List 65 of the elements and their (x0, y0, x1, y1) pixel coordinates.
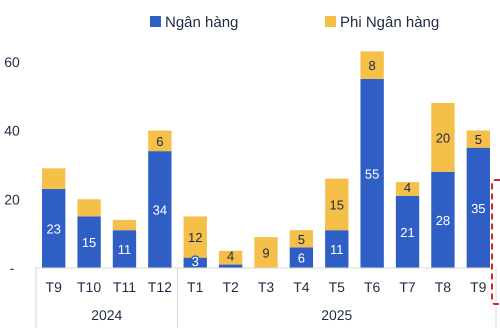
x-tick-label: T8 (434, 279, 452, 295)
y-tick-label: - (10, 260, 15, 276)
bar (360, 78, 384, 268)
data-label: 15 (330, 197, 344, 212)
data-label: 35 (471, 200, 486, 216)
y-tick-label: 20 (4, 191, 20, 208)
bar (112, 230, 136, 268)
bar (218, 250, 242, 265)
bar (290, 247, 314, 268)
x-tick-label: T7 (399, 279, 416, 295)
data-label: 21 (400, 224, 415, 240)
bar (42, 188, 66, 268)
bar (184, 216, 207, 258)
x-tick-label: T6 (364, 279, 381, 295)
x-tick-label: T11 (112, 279, 136, 295)
bar (396, 182, 420, 196)
data-label: 5 (474, 132, 482, 148)
data-label: 12 (188, 230, 202, 246)
y-tick-label: 60 (4, 54, 20, 70)
bar (254, 237, 278, 268)
y-tick-label: 40 (4, 122, 20, 138)
bar (290, 230, 314, 248)
data-label: 6 (298, 250, 305, 266)
bar (42, 168, 66, 189)
bar (360, 51, 384, 79)
bar (431, 172, 455, 268)
data-label: 28 (436, 212, 450, 228)
bar (148, 151, 172, 268)
x-tick-label: T9 (470, 279, 487, 295)
x-tick-label: T2 (222, 279, 239, 295)
data-label: 4 (227, 248, 234, 264)
data-label: 4 (404, 180, 412, 195)
x-tick-label: T9 (46, 279, 62, 295)
x-tick-label: T10 (77, 279, 102, 295)
data-label: 5 (298, 232, 305, 247)
data-label: 8 (368, 58, 376, 74)
x-tick-label: T3 (258, 279, 274, 295)
data-label: 9 (262, 246, 270, 261)
data-label: 23 (46, 221, 61, 236)
data-label: 15 (82, 235, 96, 250)
data-label: 20 (436, 130, 450, 146)
x-tick-label: T4 (293, 279, 310, 295)
data-label: 55 (364, 166, 380, 182)
data-label: 11 (330, 242, 344, 258)
bar (325, 230, 348, 268)
bar (466, 130, 490, 148)
legend-label: Phi Ngân hàng (340, 14, 440, 31)
x-tick-label: T5 (328, 279, 346, 295)
bar (396, 196, 420, 268)
text: 2025 (321, 307, 353, 323)
data-label: 6 (156, 134, 164, 149)
data-label: 11 (118, 242, 132, 258)
bar (466, 148, 490, 268)
bar (431, 103, 455, 172)
bar (77, 216, 101, 268)
text: 2024 (91, 307, 123, 323)
x-tick-label: T1 (187, 279, 204, 295)
bar (77, 199, 101, 216)
x-tick-label: T12 (148, 279, 172, 295)
bar (112, 220, 136, 230)
bar (148, 130, 172, 152)
data-label: 3 (192, 254, 199, 269)
data-label: 34 (152, 202, 168, 218)
legend-label: Ngân hàng (165, 14, 238, 31)
bar (325, 178, 348, 230)
